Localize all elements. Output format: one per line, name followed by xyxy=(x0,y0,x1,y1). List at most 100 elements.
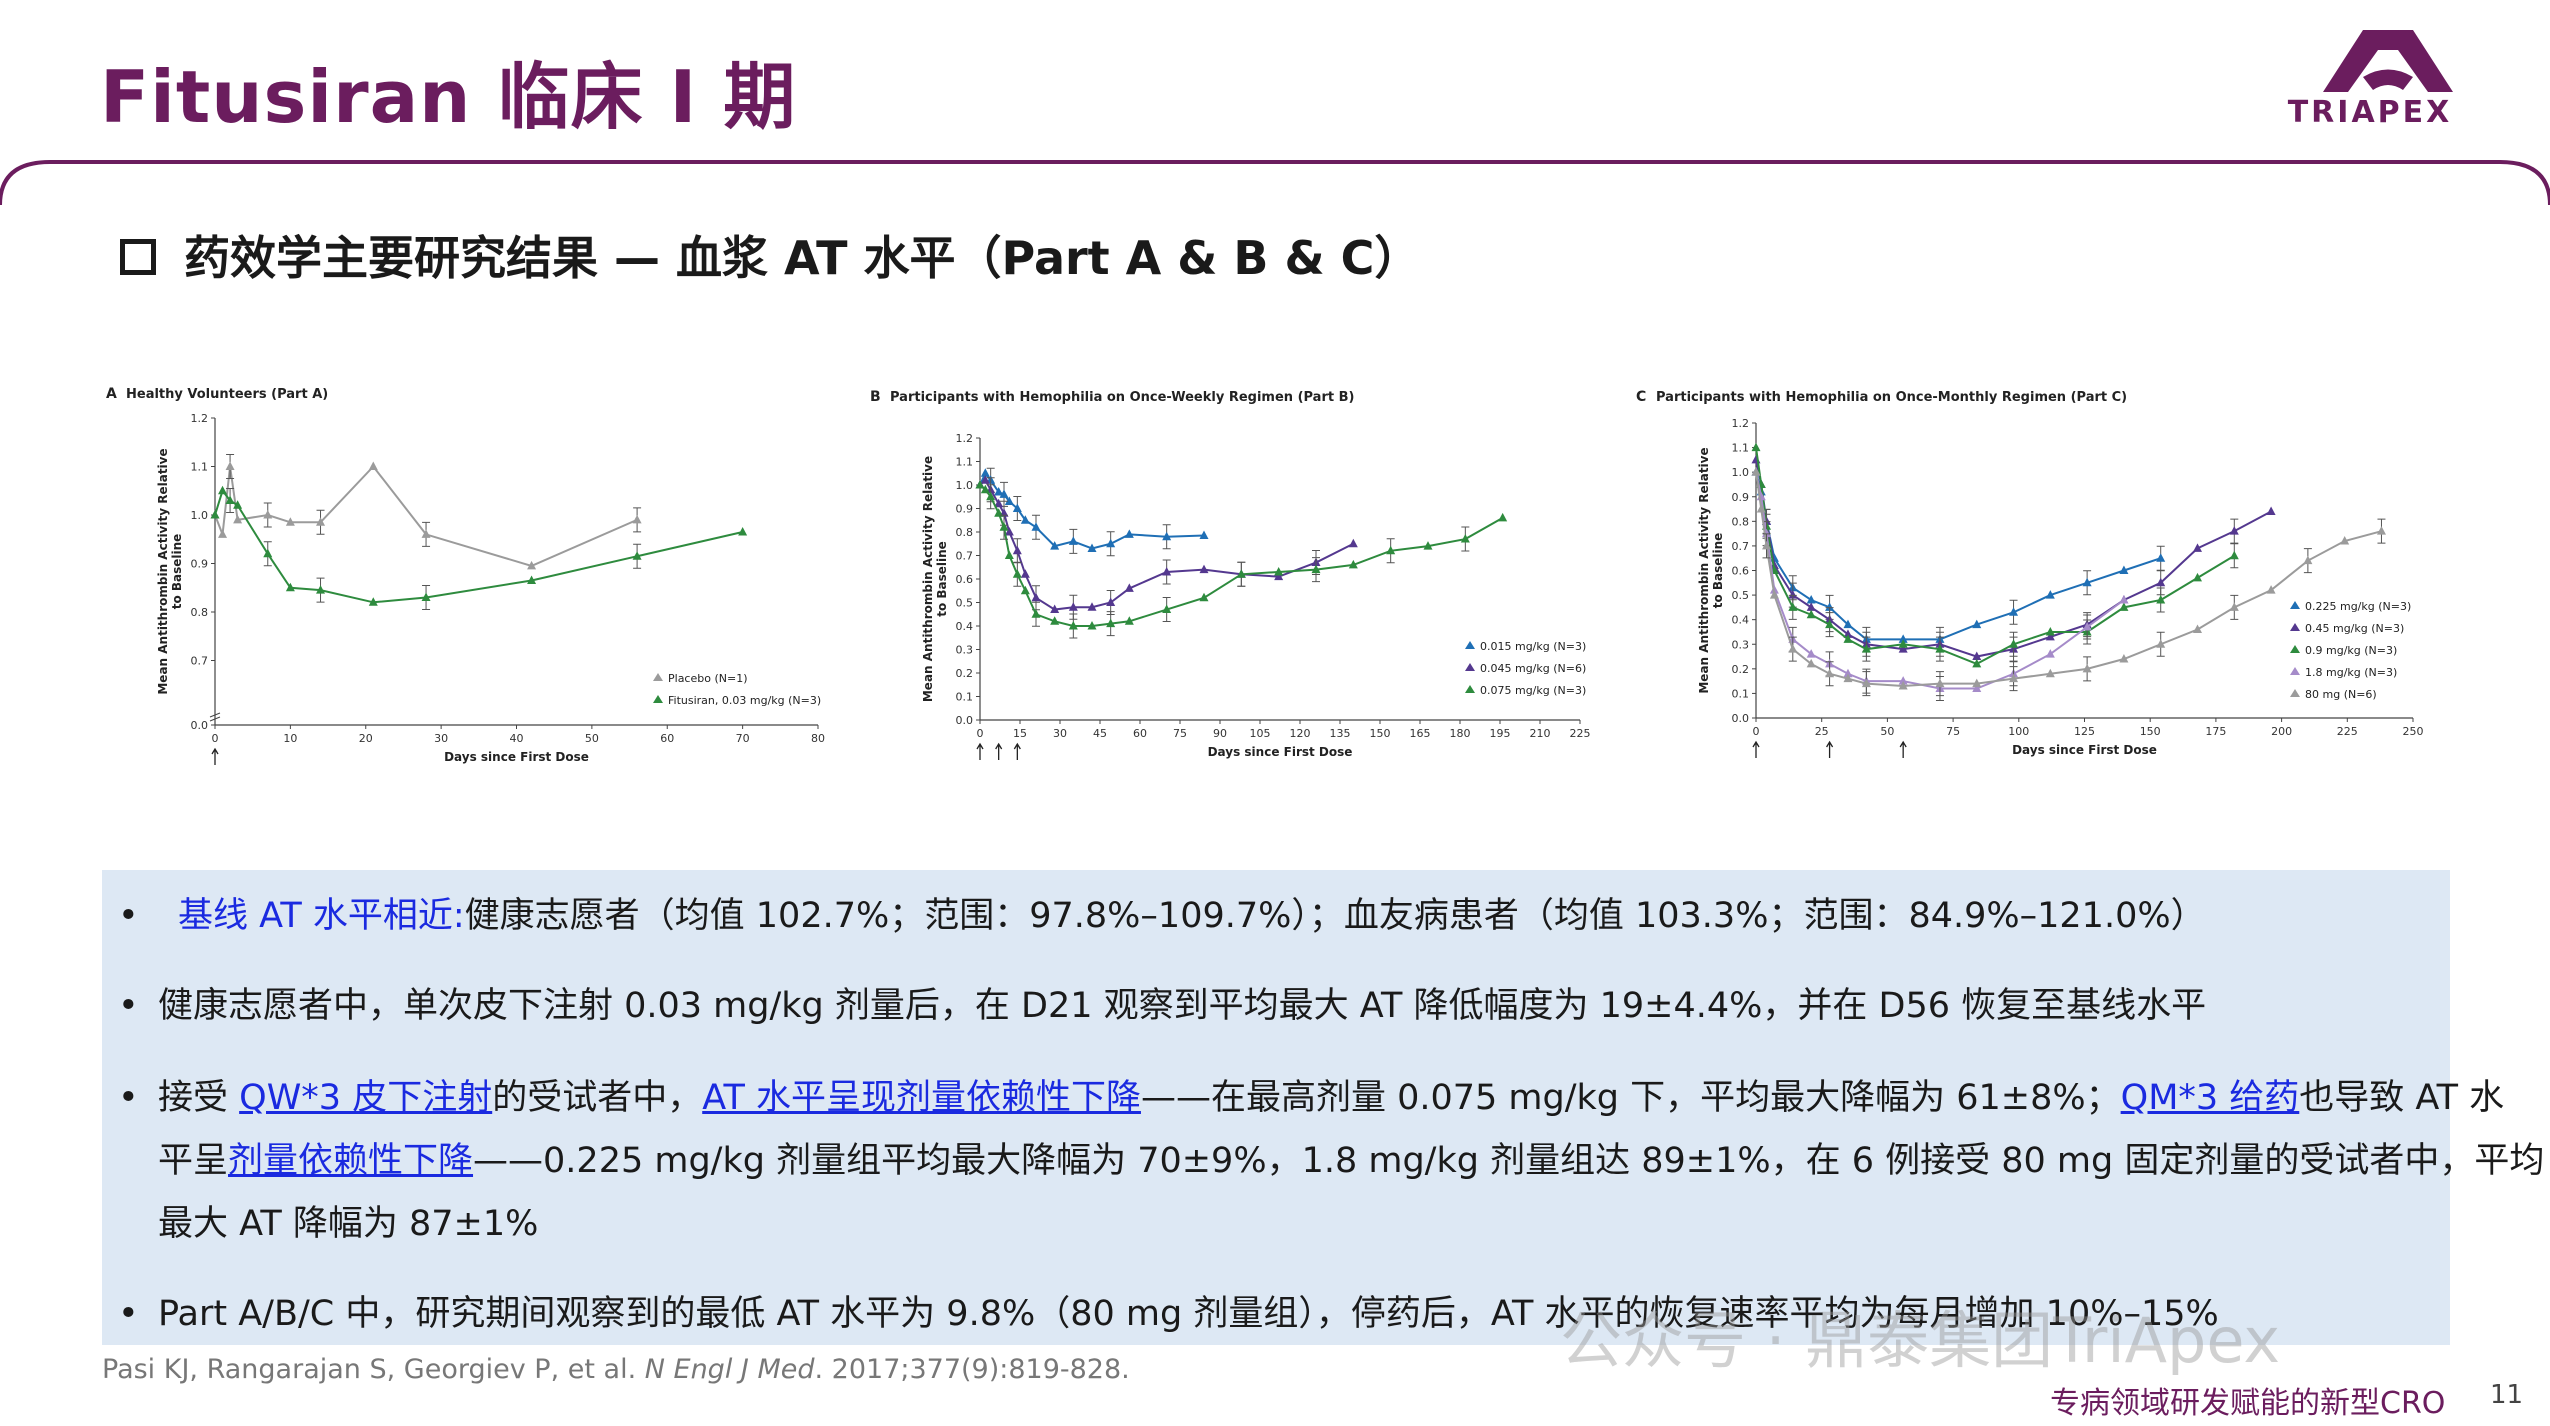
data-point xyxy=(1012,569,1022,578)
data-point xyxy=(1162,604,1172,614)
bullet-text: 也导致 AT 水 xyxy=(2299,1078,2505,1118)
data-point xyxy=(1236,569,1246,578)
series-line xyxy=(214,488,743,604)
x-tick-label: 15 xyxy=(1013,727,1027,740)
y-tick-label: 0.9 xyxy=(956,503,974,516)
y-tick-label: 0.1 xyxy=(956,691,974,704)
data-point xyxy=(1972,678,1982,688)
triapex-logo-icon xyxy=(2323,30,2453,92)
data-point xyxy=(1031,592,1041,602)
data-point xyxy=(1825,668,1835,678)
data-point xyxy=(1460,534,1470,543)
data-point xyxy=(2156,553,2166,562)
data-point xyxy=(218,529,228,538)
bullet-text: ——0.225 mg/kg 剂量组平均最大降幅为 70±9%，1.8 mg/kg… xyxy=(473,1141,2545,1181)
data-point xyxy=(1311,564,1321,574)
x-tick-label: 25 xyxy=(1815,725,1829,738)
checkbox-square-icon xyxy=(120,238,156,275)
data-point xyxy=(1972,651,1982,661)
bullet-line: • Part A/B/C 中，研究期间观察到的最低 AT 水平为 9.8%（80 … xyxy=(118,1283,2219,1345)
y-tick-label: 0.7 xyxy=(956,550,974,563)
axis-break-icon xyxy=(209,712,221,722)
data-point xyxy=(980,468,990,477)
bullet-text: 最大 AT 降幅为 87±1% xyxy=(158,1204,539,1244)
x-tick-label: 0 xyxy=(212,732,219,745)
highlight-link-text[interactable]: QM*3 给药 xyxy=(2120,1078,2300,1118)
x-tick-label: 225 xyxy=(1570,727,1591,740)
bullet-line: • 健康志愿者中，单次皮下注射 0.03 mg/kg 剂量后，在 D21 观察到平… xyxy=(118,975,2206,1037)
watermark-text: 公众号 · 鼎泰集团TriApex xyxy=(1560,1304,2281,1377)
data-point xyxy=(527,560,537,570)
data-point xyxy=(2229,526,2239,535)
y-tick-label: 1.1 xyxy=(956,456,974,469)
data-point xyxy=(1806,595,1816,604)
highlight-link-text[interactable]: QW*3 皮下注射 xyxy=(239,1078,493,1118)
x-tick-label: 120 xyxy=(1290,727,1311,740)
data-point xyxy=(1751,467,1761,476)
reference-journal: N Engl J Med xyxy=(644,1354,815,1385)
data-point xyxy=(1012,503,1022,512)
y-tick-label: 0.8 xyxy=(191,606,209,619)
data-point xyxy=(2156,595,2166,604)
data-point xyxy=(2303,555,2313,565)
data-point xyxy=(1068,621,1078,630)
data-point xyxy=(2045,668,2055,678)
data-point xyxy=(2082,577,2092,587)
series-2 xyxy=(1751,442,2239,668)
data-point xyxy=(1769,590,1779,599)
x-tick-label: 60 xyxy=(660,732,674,745)
data-point xyxy=(1788,644,1798,653)
data-point xyxy=(1050,541,1060,550)
x-tick-label: 150 xyxy=(2140,725,2161,738)
data-point xyxy=(1751,442,1761,452)
legend-marker xyxy=(653,695,663,703)
data-point xyxy=(632,514,642,524)
data-point xyxy=(2119,595,2129,604)
data-point xyxy=(1861,644,1871,653)
y-tick-label: 0.0 xyxy=(191,719,209,732)
x-tick-label: 125 xyxy=(2074,725,2095,738)
data-point xyxy=(986,491,996,501)
x-tick-label: 30 xyxy=(1053,727,1067,740)
data-point xyxy=(1124,529,1134,538)
highlight-link-text[interactable]: 剂量依赖性下降 xyxy=(228,1141,474,1181)
data-point xyxy=(1274,571,1284,581)
data-point xyxy=(2082,622,2092,631)
data-point xyxy=(1898,634,1908,643)
data-point xyxy=(1788,590,1798,599)
y-tick-label: 0.9 xyxy=(1732,491,1750,504)
chart-panel-a: A Healthy Volunteers (Part A) 0.0 0.7 0.8 0.9… xyxy=(106,386,825,765)
data-point xyxy=(2119,565,2129,574)
data-point xyxy=(2266,585,2276,594)
legend-label: 80 mg (N=6) xyxy=(2305,688,2377,701)
series-2 xyxy=(975,480,1508,639)
data-point xyxy=(2119,602,2129,611)
data-point xyxy=(1843,629,1853,638)
x-tick-label: 210 xyxy=(1530,727,1551,740)
legend-label: 0.075 mg/kg (N=3) xyxy=(1480,684,1586,697)
data-point xyxy=(527,575,537,584)
data-point xyxy=(1762,540,1772,550)
highlight-link-text[interactable]: AT 水平呈现剂量依赖性下降 xyxy=(702,1078,1141,1118)
x-tick-label: 80 xyxy=(811,732,825,745)
data-point xyxy=(1124,583,1134,592)
series-0 xyxy=(975,467,1209,557)
dose-arrow-icon xyxy=(1013,742,1021,760)
data-point xyxy=(285,582,295,592)
data-point xyxy=(1020,515,1030,524)
legend-marker xyxy=(2290,667,2300,675)
x-tick-label: 0 xyxy=(1753,725,1760,738)
data-point xyxy=(1106,538,1116,548)
bullet-text: Part A/B/C 中，研究期间观察到的最低 AT 水平为 9.8%（80 m… xyxy=(158,1294,2219,1334)
data-point xyxy=(1031,609,1041,618)
x-tick-label: 250 xyxy=(2403,725,2424,738)
data-point xyxy=(632,551,642,560)
legend-label: Placebo (N=1) xyxy=(668,672,747,685)
bullet-dot: • xyxy=(118,896,139,936)
x-axis-label: Days since First Dose xyxy=(2012,743,2157,757)
dose-arrow-icon xyxy=(976,742,984,760)
data-point xyxy=(1068,536,1078,545)
panel-label: A xyxy=(106,386,117,402)
data-point xyxy=(1935,678,1945,688)
legend-marker xyxy=(2290,623,2300,631)
